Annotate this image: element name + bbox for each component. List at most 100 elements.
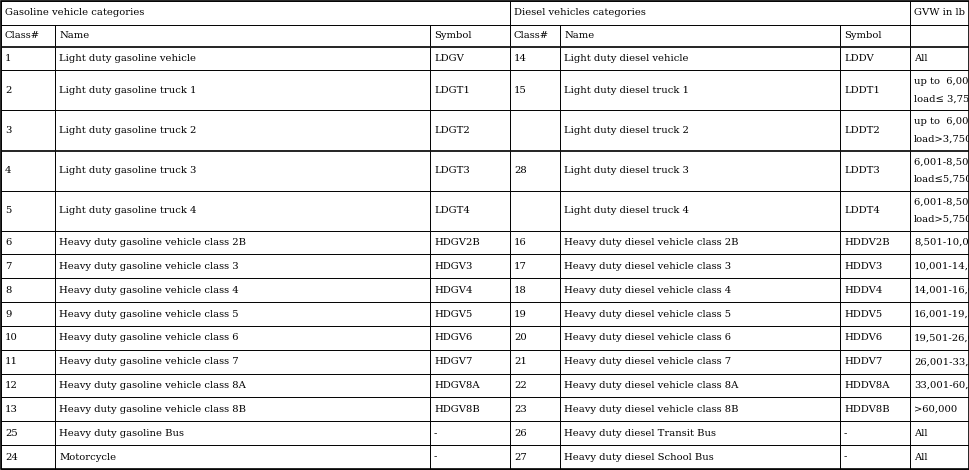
Text: Light duty diesel truck 4: Light duty diesel truck 4 xyxy=(563,206,688,215)
Bar xyxy=(55,25,429,47)
Bar xyxy=(429,445,510,469)
Text: 26: 26 xyxy=(514,429,526,438)
Text: 14: 14 xyxy=(514,54,526,63)
Bar xyxy=(429,421,510,445)
Text: 23: 23 xyxy=(514,405,526,414)
Bar xyxy=(55,326,429,350)
Text: >60,000: >60,000 xyxy=(913,405,956,414)
Bar xyxy=(909,350,968,374)
Text: 16: 16 xyxy=(514,238,526,247)
Bar xyxy=(429,47,510,70)
Text: Light duty gasoline truck 4: Light duty gasoline truck 4 xyxy=(59,206,197,215)
Bar xyxy=(559,70,839,110)
Text: Diesel vehicles categories: Diesel vehicles categories xyxy=(514,8,645,17)
Bar xyxy=(839,326,909,350)
Bar xyxy=(559,278,839,302)
Text: 19: 19 xyxy=(514,310,526,319)
Text: 8,501-10,000: 8,501-10,000 xyxy=(913,238,969,247)
Text: Heavy duty gasoline vehicle class 7: Heavy duty gasoline vehicle class 7 xyxy=(59,357,238,366)
Text: 10,001-14,000: 10,001-14,000 xyxy=(913,262,969,271)
Text: All: All xyxy=(913,453,926,462)
Text: HDDV8B: HDDV8B xyxy=(843,405,889,414)
Bar xyxy=(909,445,968,469)
Bar xyxy=(559,374,839,398)
Text: 26,001-33,000: 26,001-33,000 xyxy=(913,357,969,366)
Bar xyxy=(429,302,510,326)
Bar xyxy=(429,374,510,398)
Bar xyxy=(559,326,839,350)
Bar xyxy=(839,350,909,374)
Text: -: - xyxy=(433,453,437,462)
Bar xyxy=(1,445,55,469)
Bar xyxy=(510,421,559,445)
Bar xyxy=(510,150,559,190)
Text: 28: 28 xyxy=(514,166,526,175)
Bar xyxy=(839,231,909,254)
Text: 14,001-16,000: 14,001-16,000 xyxy=(913,286,969,295)
Bar xyxy=(909,398,968,421)
Bar xyxy=(559,190,839,231)
Text: LDGT3: LDGT3 xyxy=(433,166,469,175)
Bar xyxy=(559,398,839,421)
Bar xyxy=(909,231,968,254)
Bar xyxy=(839,70,909,110)
Bar xyxy=(55,374,429,398)
Text: HDGV8B: HDGV8B xyxy=(433,405,480,414)
Text: Name: Name xyxy=(563,31,594,40)
Text: HDDV6: HDDV6 xyxy=(843,333,881,343)
Text: 17: 17 xyxy=(514,262,526,271)
Bar xyxy=(429,398,510,421)
Bar xyxy=(909,70,968,110)
Text: Heavy duty diesel Transit Bus: Heavy duty diesel Transit Bus xyxy=(563,429,715,438)
Text: Heavy duty gasoline vehicle class 6: Heavy duty gasoline vehicle class 6 xyxy=(59,333,238,343)
Text: Class#: Class# xyxy=(514,31,548,40)
Text: HDDV7: HDDV7 xyxy=(843,357,882,366)
Text: Light duty gasoline truck 3: Light duty gasoline truck 3 xyxy=(59,166,196,175)
Text: Heavy duty diesel vehicle class 8B: Heavy duty diesel vehicle class 8B xyxy=(563,405,737,414)
Text: load>3,750: load>3,750 xyxy=(913,135,969,144)
Text: LDDT1: LDDT1 xyxy=(843,86,879,95)
Bar xyxy=(55,350,429,374)
Bar xyxy=(839,254,909,278)
Bar xyxy=(1,254,55,278)
Text: HDDV3: HDDV3 xyxy=(843,262,882,271)
Text: HDGV7: HDGV7 xyxy=(433,357,472,366)
Text: Heavy duty gasoline vehicle class 8B: Heavy duty gasoline vehicle class 8B xyxy=(59,405,246,414)
Text: All: All xyxy=(913,54,926,63)
Bar xyxy=(510,326,559,350)
Text: HDDV4: HDDV4 xyxy=(843,286,882,295)
Bar xyxy=(510,70,559,110)
Bar xyxy=(559,110,839,150)
Bar xyxy=(839,302,909,326)
Text: Heavy duty diesel vehicle class 2B: Heavy duty diesel vehicle class 2B xyxy=(563,238,737,247)
Bar xyxy=(429,190,510,231)
Bar xyxy=(909,278,968,302)
Text: Heavy duty gasoline vehicle class 4: Heavy duty gasoline vehicle class 4 xyxy=(59,286,238,295)
Text: 22: 22 xyxy=(514,381,526,390)
Bar xyxy=(429,110,510,150)
Bar xyxy=(55,70,429,110)
Bar xyxy=(429,25,510,47)
Bar xyxy=(510,302,559,326)
Text: 10: 10 xyxy=(5,333,17,343)
Text: up to  6,000  &: up to 6,000 & xyxy=(913,117,969,126)
Text: Light duty diesel truck 2: Light duty diesel truck 2 xyxy=(563,126,688,135)
Bar xyxy=(55,47,429,70)
Bar xyxy=(839,190,909,231)
Text: up to  6,000  &: up to 6,000 & xyxy=(913,77,969,86)
Text: Heavy duty diesel vehicle class 3: Heavy duty diesel vehicle class 3 xyxy=(563,262,731,271)
Bar xyxy=(839,47,909,70)
Text: 5: 5 xyxy=(5,206,12,215)
Text: LDDT3: LDDT3 xyxy=(843,166,879,175)
Bar xyxy=(55,421,429,445)
Text: 4: 4 xyxy=(5,166,12,175)
Bar xyxy=(559,445,839,469)
Text: -: - xyxy=(843,429,847,438)
Bar xyxy=(510,350,559,374)
Bar xyxy=(1,374,55,398)
Bar xyxy=(55,190,429,231)
Bar xyxy=(1,47,55,70)
Text: 2: 2 xyxy=(5,86,12,95)
Text: 21: 21 xyxy=(514,357,526,366)
Bar xyxy=(839,421,909,445)
